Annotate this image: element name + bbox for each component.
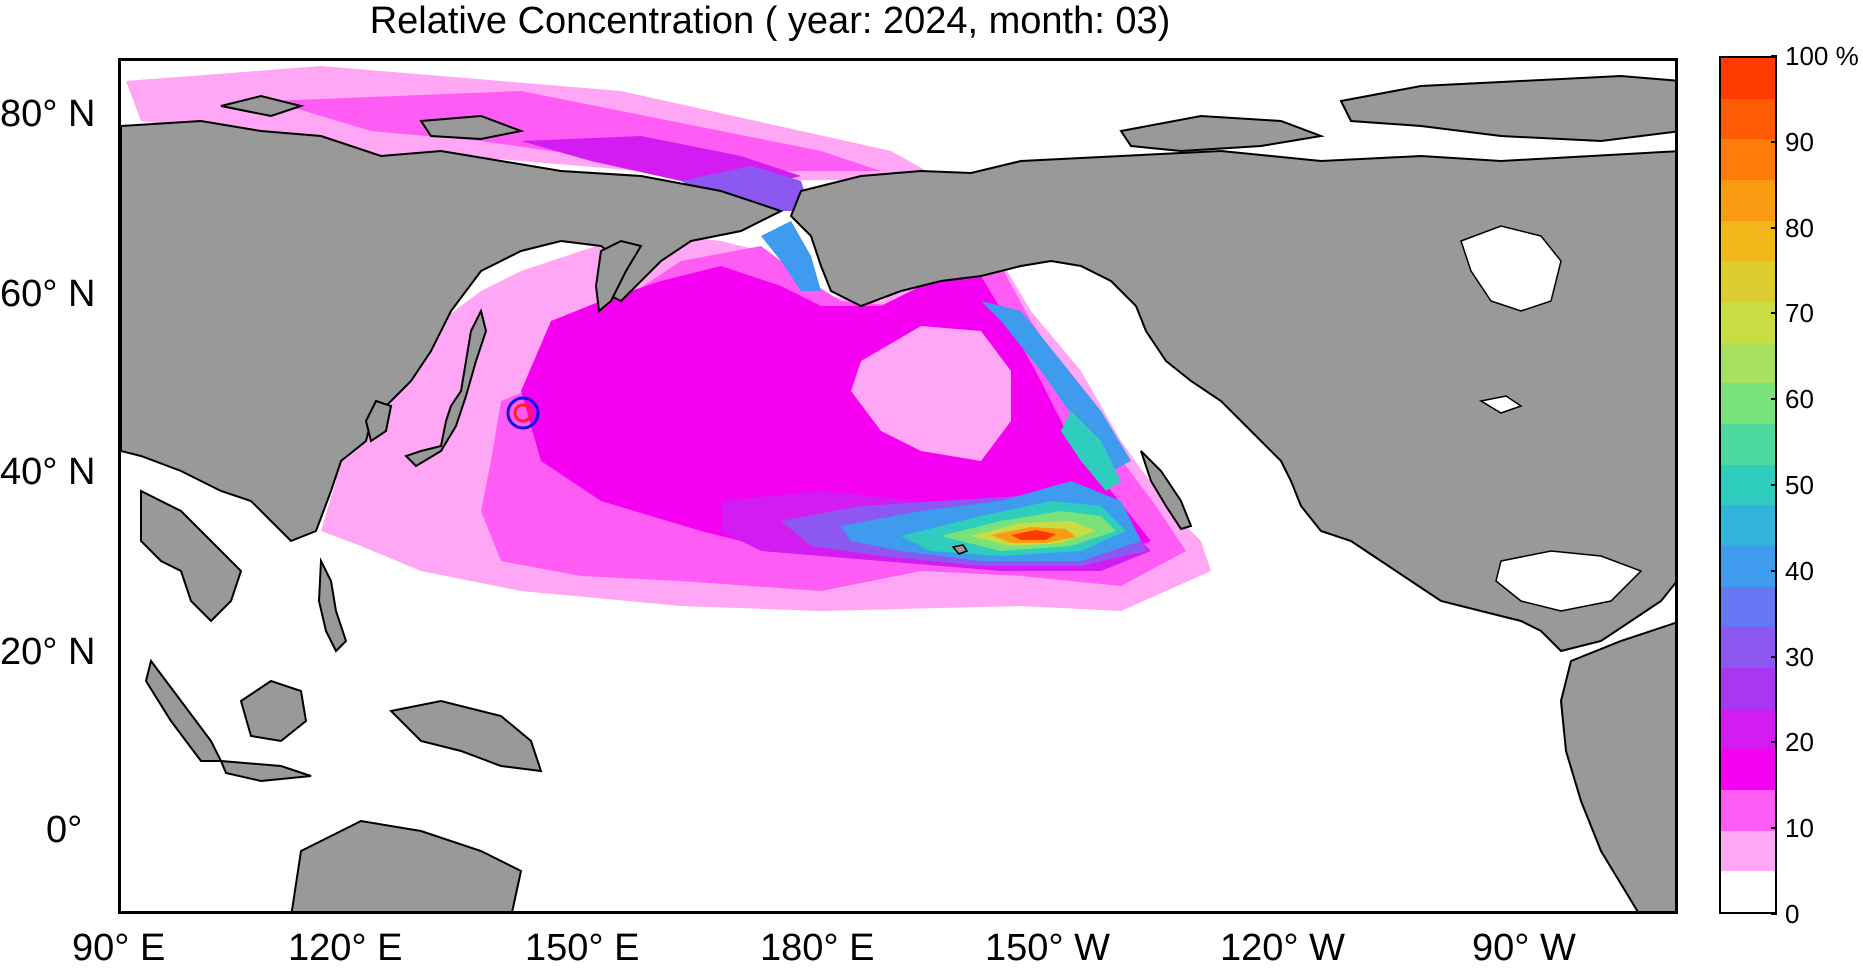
colorbar-tick-label: 100 %: [1785, 41, 1859, 71]
colorbar-segment-16: [1721, 220, 1775, 262]
landmass-arctic-islands-east: [1339, 74, 1675, 143]
lon-label-150e: 150° E: [525, 927, 640, 969]
lon-label-120e: 120° E: [288, 927, 403, 969]
colorbar-segment-11: [1721, 423, 1775, 465]
colorbar-tick-label: 70: [1785, 298, 1814, 329]
colorbar: [1719, 56, 1777, 914]
lon-label-150w: 150° W: [985, 927, 1111, 969]
concentration-band-90-100: [1011, 530, 1056, 540]
landmass-philippines: [317, 557, 348, 653]
concentration-band-40-50-bering: [761, 221, 821, 291]
colorbar-tick-label: 30: [1785, 641, 1814, 672]
concentration-band-40-50-coast: [981, 301, 1131, 471]
colorbar-segment-10: [1721, 464, 1775, 506]
colorbar-tick-label: 10: [1785, 813, 1814, 844]
colorbar-segment-7: [1721, 586, 1775, 628]
landmass-arctic-islands-west: [220, 94, 305, 118]
concentration-band-50-60-coast: [1061, 411, 1121, 491]
colorbar-segment-15: [1721, 261, 1775, 302]
landmass-japan: [404, 308, 488, 468]
colorbar-segment-4: [1721, 708, 1775, 750]
colorbar-tick-mark: [1771, 55, 1777, 57]
colorbar-tick-label: 90: [1785, 126, 1814, 157]
lon-label-90w: 90° W: [1472, 927, 1576, 969]
landmass-indochina: [140, 489, 243, 623]
landmass-australia: [290, 819, 523, 911]
colorbar-segment-8: [1721, 545, 1775, 587]
landmass-hawaii: [951, 544, 969, 555]
landmass-north-america: [789, 149, 1675, 653]
hudson-bay: [1460, 225, 1562, 312]
colorbar-segment-13: [1721, 342, 1775, 384]
colorbar-segment-9: [1721, 505, 1775, 546]
colorbar-tick-mark: [1771, 140, 1777, 143]
landmass-java: [219, 759, 312, 783]
colorbar-tick-label: 0: [1785, 899, 1800, 929]
inland-water-layer: [1460, 225, 1643, 612]
colorbar-segment-17: [1721, 179, 1775, 221]
colorbar-segment-19: [1721, 98, 1775, 140]
landmass-korea: [364, 399, 393, 443]
colorbar-segment-2: [1721, 789, 1775, 831]
colorbar-tick-label: 50: [1785, 470, 1814, 500]
map-frame[interactable]: [118, 58, 1678, 914]
colorbar-segment-6: [1721, 627, 1775, 668]
colorbar-tick-label: 60: [1785, 384, 1814, 415]
concentration-band-15-20: [521, 266, 1151, 566]
colorbar-segment-18: [1721, 139, 1775, 180]
great-lakes: [1478, 395, 1523, 414]
concentration-band-30-40-bering: [681, 166, 811, 211]
colorbar-tick-mark: [1771, 569, 1777, 572]
marker-site-outer-ring: [506, 396, 540, 430]
land-layer: [121, 74, 1675, 911]
colorbar-tick-mark: [1771, 398, 1777, 401]
colorbar-tick-label: 40: [1785, 555, 1814, 586]
concentration-band-10-20: [271, 91, 881, 171]
colorbar-segment-14: [1721, 301, 1775, 343]
landmass-asia: [121, 119, 784, 543]
colorbar-tick-mark: [1771, 226, 1777, 229]
landmass-baja: [1140, 450, 1193, 531]
colorbar-tick-label: 80: [1785, 212, 1814, 243]
lon-label-90e: 90° E: [72, 927, 166, 969]
lon-label-180e: 180° E: [760, 927, 875, 969]
concentration-layer: [126, 66, 1211, 611]
colorbar-tick-mark: [1771, 741, 1777, 744]
landmass-borneo: [239, 679, 308, 743]
lat-label-60n: 60° N: [0, 273, 96, 315]
lat-label-equator: 0°: [46, 809, 83, 851]
gulf-of-mexico: [1495, 550, 1643, 612]
landmass-south-america: [1559, 621, 1675, 911]
lat-label-40n: 40° N: [0, 451, 96, 493]
colorbar-tick-mark: [1771, 655, 1777, 658]
marker-site[interactable]: [506, 396, 540, 430]
map-title: Relative Concentration ( year: 2024, mon…: [369, 0, 1171, 42]
lat-label-20n: 20° N: [0, 631, 96, 673]
lon-label-120w: 120° W: [1220, 927, 1346, 969]
colorbar-tick-mark: [1771, 913, 1777, 915]
landmass-kamchatka: [594, 239, 643, 313]
landmass-arctic-islands-central: [419, 114, 525, 141]
colorbar-tick-mark: [1771, 484, 1777, 486]
colorbar-tick-mark: [1771, 312, 1777, 315]
colorbar-segment-3: [1721, 749, 1775, 790]
lat-label-80n: 80° N: [0, 93, 96, 135]
colorbar-tick-label: 20: [1785, 727, 1814, 758]
landmass-arctic-islands: [1119, 114, 1325, 153]
colorbar-segment-5: [1721, 667, 1775, 709]
colorbar-segment-0: [1721, 871, 1775, 912]
landmass-sumatra: [144, 658, 223, 762]
colorbar-segment-20: [1721, 57, 1775, 99]
map-canvas: [121, 66, 1675, 911]
landmass-new-guinea: [388, 699, 543, 773]
colorbar-segment-12: [1721, 383, 1775, 424]
colorbar-tick-mark: [1771, 827, 1777, 830]
colorbar-segment-1: [1721, 830, 1775, 872]
concentration-band-5-10-inner: [851, 326, 1011, 461]
marker-site-inner-ring: [513, 403, 533, 423]
